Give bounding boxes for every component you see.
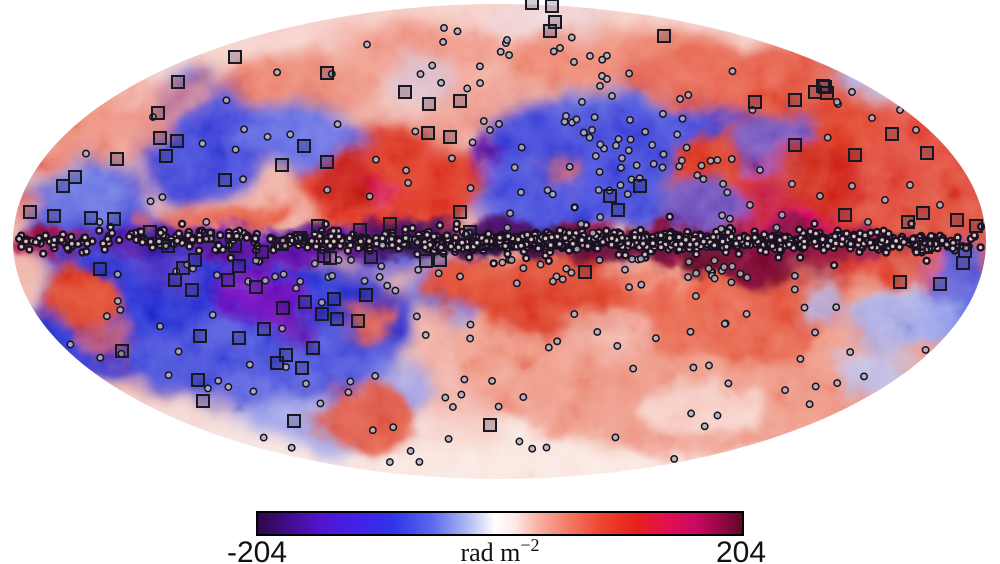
svg-text:-204: -204 (227, 536, 287, 564)
svg-text:rad m−2: rad m−2 (460, 535, 539, 564)
svg-text:204: 204 (716, 536, 766, 564)
